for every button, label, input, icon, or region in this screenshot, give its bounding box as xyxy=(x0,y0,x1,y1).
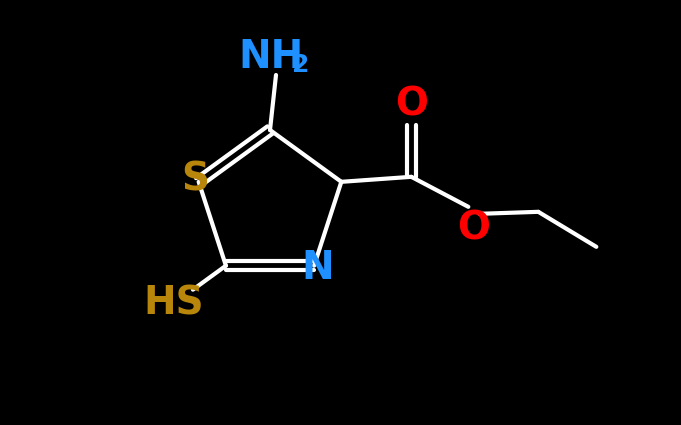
Text: N: N xyxy=(302,249,334,287)
Text: NH: NH xyxy=(238,38,304,76)
Text: O: O xyxy=(395,86,428,124)
Text: S: S xyxy=(182,161,210,199)
Text: 2: 2 xyxy=(292,53,310,77)
Text: HS: HS xyxy=(144,285,204,323)
Text: O: O xyxy=(457,210,490,248)
